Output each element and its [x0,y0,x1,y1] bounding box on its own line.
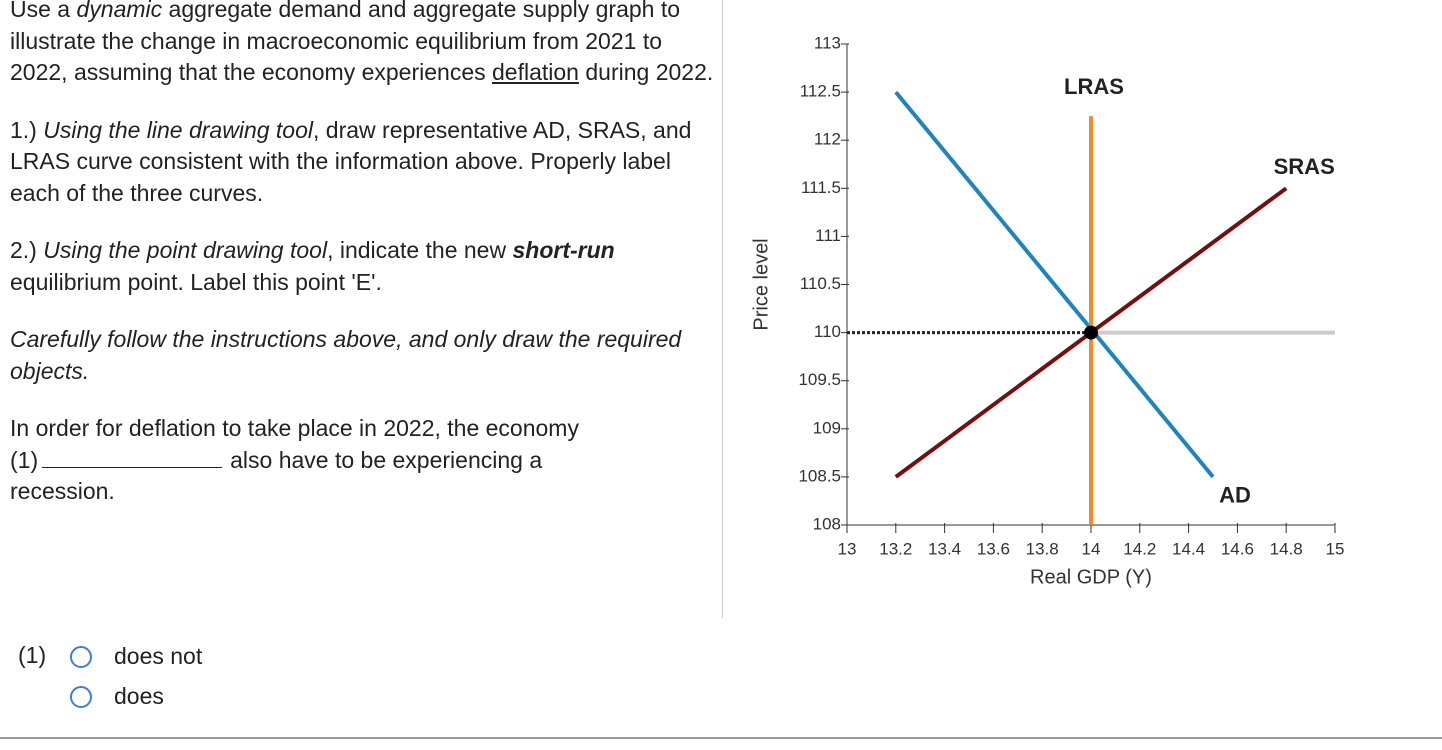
y-tick-label: 111.5 [801,178,841,197]
intro: Use a dynamic aggregate demand and aggre… [10,0,715,89]
step: 1.) Using the line drawing tool, draw re… [10,115,715,210]
y-tick-label: 110.5 [800,274,841,293]
x-tick-label: 13.8 [1026,539,1059,558]
curve [894,90,1215,479]
y-tick-label: 112 [814,130,841,149]
prompt-line: (1) also have to be experiencing a recess… [10,445,610,508]
option[interactable]: does not [70,643,202,670]
x-tick-label: 14.8 [1270,539,1303,558]
question: Use a dynamic aggregate demand and aggre… [10,0,715,534]
y-tick-label: 110 [814,322,841,341]
separator [0,737,1442,739]
option-label[interactable]: does not [114,643,203,669]
x-tick-label: 14.6 [1221,539,1254,558]
text: (1) [10,446,39,473]
text: also have to be experiencing a recession… [10,446,543,505]
x-tick-label: 15 [1326,539,1345,558]
radio[interactable] [70,645,92,668]
text: , draw representative AD, SRAS, and LRAS… [10,116,692,206]
chart: 108 108.5 109 109.5 110 110.5 111 111.5 112 112.5… [750,33,1345,588]
text: dynamic [76,0,163,22]
option-label[interactable]: does [114,683,164,709]
text: Carefully follow the instructions above,… [10,326,682,384]
text: Using the line drawing tool [43,116,314,143]
text: short-run [512,237,615,263]
text: equilibrium point. Label this point 'E'. [10,268,382,295]
option[interactable]: does [70,683,164,710]
caution: Carefully follow the instructions above,… [10,324,690,387]
x-axis-title: Real GDP (Y) [1030,566,1152,588]
equilibrium-point [1084,325,1098,340]
y-tick-label: 108.5 [798,466,841,485]
y-tick-label: 108 [813,514,841,533]
y-tick-label: 113 [814,33,841,52]
prompt: In order for deflation to take place in … [10,413,715,445]
x-tick-label: 14.4 [1172,539,1205,558]
y-tick-label: 112.5 [800,82,841,101]
x-tick-label: 14 [1082,539,1101,558]
y-axis-title: Price level [750,238,772,330]
curve-label: LRAS [1064,74,1124,99]
divider [722,0,723,618]
text: aggregate demand and aggregate supply gr… [10,0,681,85]
y-tick-label: 109 [813,418,841,437]
x-tick-label: 14.2 [1123,539,1156,558]
step: 2.) Using the point drawing tool, indica… [10,235,715,298]
link-term[interactable]: deflation [492,59,579,85]
curve-label: SRAS [1274,154,1335,179]
x-tick-label: 13 [838,539,857,558]
radio[interactable] [70,685,92,708]
text: , indicate the new [327,237,513,263]
y-tick-label: 111 [815,226,841,245]
text: during 2022. [578,59,714,85]
x-tick-label: 13.2 [879,539,912,558]
curve-label: AD [1219,483,1251,508]
blank [42,445,223,468]
x-tick-label: 13.4 [928,539,961,558]
text: Using the point drawing tool [43,237,328,263]
text: Use a [10,0,77,22]
x-tick-label: 13.6 [977,539,1010,558]
answer: (1) does not does [18,642,202,709]
y-tick-label: 109.5 [798,370,841,389]
text: 2.) [10,237,44,263]
text: In order for deflation to take place in … [10,415,579,441]
text: 1.) [10,116,44,143]
answer-label: (1) [18,642,47,668]
